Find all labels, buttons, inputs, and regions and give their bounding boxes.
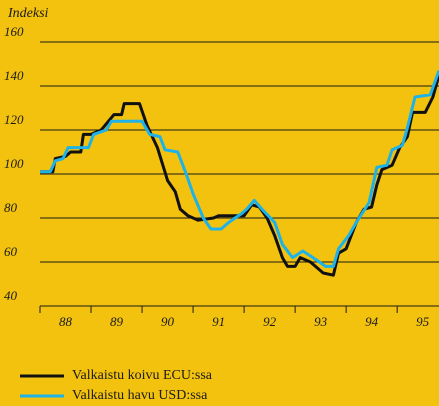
x-tick-label: 89 (110, 314, 124, 329)
legend-label: Valkaistu koivu ECU:ssa (72, 368, 213, 383)
x-tick-label: 92 (263, 314, 277, 329)
data-line (40, 70, 439, 268)
x-tick-label: 94 (365, 314, 379, 329)
x-tick-label: 90 (161, 314, 175, 329)
legend-label: Valkaistu havu USD:ssa (72, 388, 208, 403)
x-tick-label: 91 (212, 314, 225, 329)
y-tick-label: 120 (4, 112, 24, 127)
y-tick-label: 100 (4, 156, 24, 171)
y-tick-label: 140 (4, 68, 24, 83)
x-tick-label: 93 (314, 314, 328, 329)
y-tick-label: 80 (4, 200, 18, 215)
x-tick-label: 95 (416, 314, 430, 329)
x-tick-label: 88 (59, 314, 73, 329)
y-tick-label: 40 (4, 288, 18, 303)
y-axis-label: Indeksi (7, 6, 49, 21)
y-tick-label: 60 (4, 244, 18, 259)
y-tick-label: 160 (4, 24, 24, 39)
data-line (40, 74, 439, 277)
